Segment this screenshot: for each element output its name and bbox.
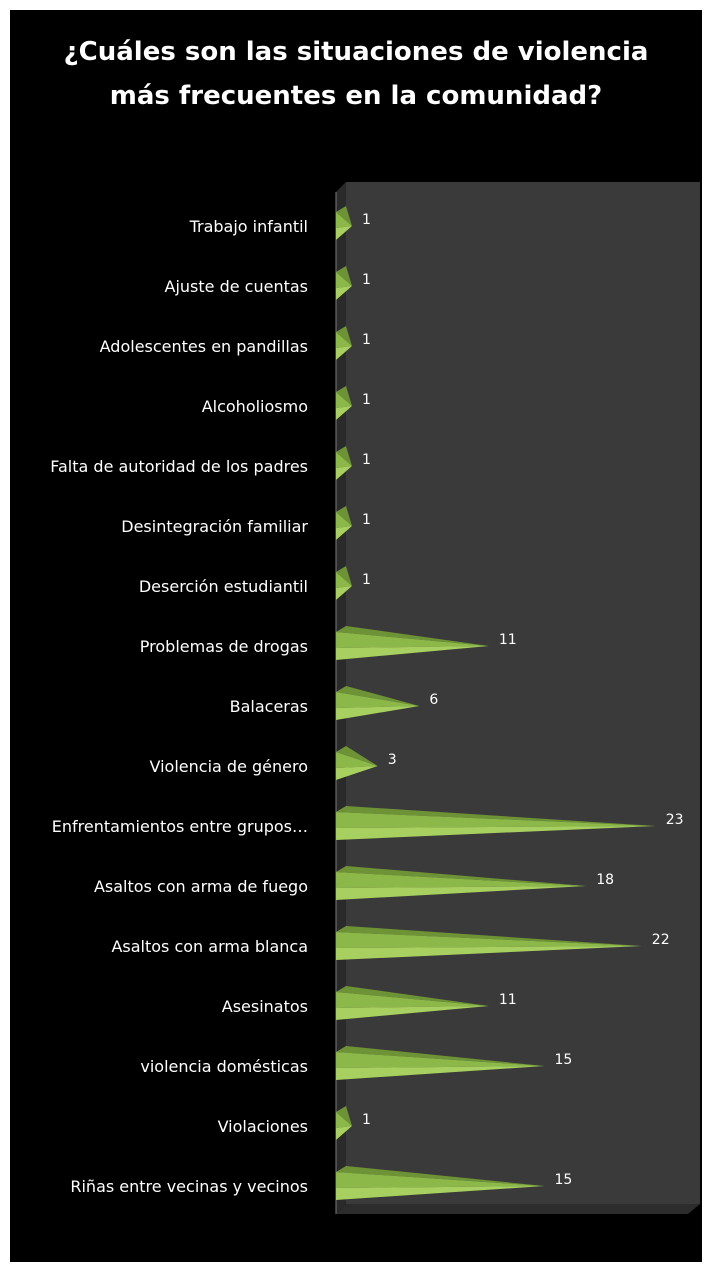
plot-back-wall [346, 182, 700, 1204]
bar [336, 566, 352, 600]
bar [336, 506, 352, 540]
data-label: 1 [362, 212, 371, 228]
category-label: Alcoholiosmo [202, 397, 308, 416]
category-label: Riñas entre vecinas y vecinos [70, 1177, 308, 1196]
bar [336, 986, 489, 1020]
data-label: 1 [362, 1112, 371, 1128]
data-label: 15 [555, 1052, 573, 1068]
data-label: 1 [362, 512, 371, 528]
category-label: Balaceras [230, 697, 308, 716]
bar [336, 206, 352, 240]
bar [336, 686, 420, 720]
data-label: 11 [499, 992, 517, 1008]
bar [336, 626, 489, 660]
category-label: Violaciones [218, 1117, 308, 1136]
data-label: 1 [362, 272, 371, 288]
bar [336, 1046, 545, 1080]
category-label: Ajuste de cuentas [165, 277, 309, 296]
data-label: 22 [652, 932, 670, 948]
chart-frame: ¿Cuáles son las situaciones de violencia… [10, 10, 702, 1262]
category-label: violencia domésticas [140, 1057, 308, 1076]
data-label: 1 [362, 392, 371, 408]
bar [336, 866, 587, 900]
category-label: Asesinatos [222, 997, 308, 1016]
bar [336, 746, 378, 780]
data-label: 1 [362, 452, 371, 468]
category-label: Trabajo infantil [189, 217, 308, 236]
chart-plot: Trabajo infantil Ajuste de cuentas Adolesc… [50, 182, 700, 1214]
category-label: Asaltos con arma blanca [111, 937, 308, 956]
category-label: Violencia de género [150, 757, 308, 776]
category-label: Asaltos con arma de fuego [94, 877, 308, 896]
plot-floor [336, 1204, 700, 1214]
bar [336, 1106, 352, 1140]
data-label: 1 [362, 572, 371, 588]
bar [336, 446, 352, 480]
bar [336, 386, 352, 420]
chart-title: ¿Cuáles son las situaciones de violencia… [63, 37, 649, 111]
bar [336, 266, 352, 300]
bar [336, 1166, 545, 1200]
data-label: 23 [666, 812, 684, 828]
data-label: 6 [429, 692, 438, 708]
category-label: Adolescentes en pandillas [100, 337, 308, 356]
bar [336, 926, 642, 960]
category-label: Falta de autoridad de los padres [50, 457, 308, 476]
category-label: Enfrentamientos entre grupos… [52, 817, 308, 836]
data-label: 1 [362, 332, 371, 348]
data-label: 18 [596, 872, 614, 888]
category-label: Desintegración familiar [121, 517, 308, 536]
category-label: Problemas de drogas [140, 637, 308, 656]
bar [336, 326, 352, 360]
category-label: Deserción estudiantil [139, 577, 308, 596]
bar [336, 806, 656, 840]
data-label: 15 [555, 1172, 573, 1188]
data-label: 11 [499, 632, 517, 648]
data-label: 3 [388, 752, 397, 768]
